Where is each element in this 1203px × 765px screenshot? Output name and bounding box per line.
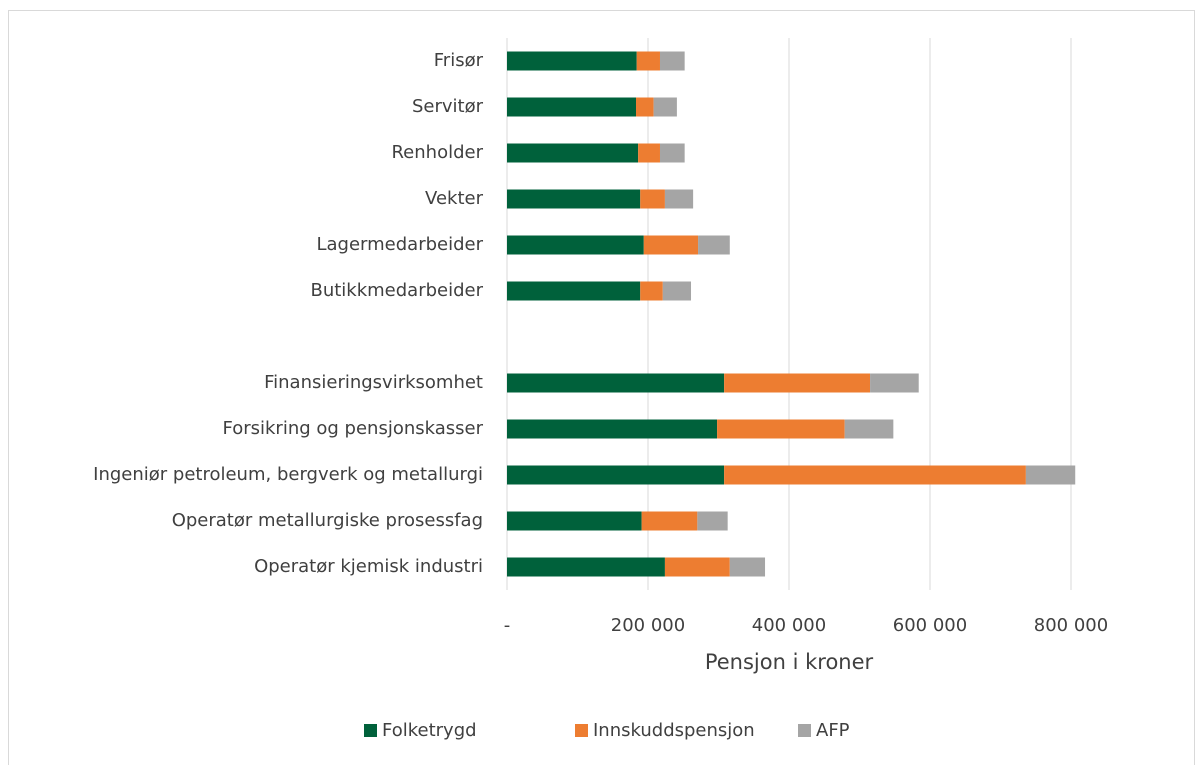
bar-segment (653, 97, 677, 117)
x-tick-label: 800 000 (1034, 615, 1108, 636)
bar-segment (643, 235, 699, 255)
bar-segment (507, 373, 725, 393)
bar-segment (724, 465, 1026, 485)
y-tick-label: Operatør metallurgiske prosessfag (172, 510, 483, 531)
y-tick-label: Butikkmedarbeider (310, 280, 483, 301)
bar-segment (664, 189, 694, 209)
bar-segment (664, 557, 730, 577)
bar-segment (1025, 465, 1076, 485)
bar-segment (662, 281, 692, 301)
legend-label: Innskuddspensjon (593, 720, 755, 741)
bar-segment (507, 97, 637, 117)
x-tick-label: 200 000 (611, 615, 685, 636)
legend-label: Folketrygd (382, 720, 477, 741)
bar-segment (636, 97, 654, 117)
y-tick-label: Forsikring og pensjonskasser (223, 418, 484, 439)
bar-segment (507, 51, 637, 71)
y-tick-label: Lagermedarbeider (316, 234, 483, 255)
bar-segment (507, 419, 718, 439)
bar-segment (640, 281, 663, 301)
bar-segment (641, 511, 698, 531)
bar-segment (724, 373, 871, 393)
bar-segment (659, 51, 685, 71)
bar-segment (698, 235, 730, 255)
bar-segment (507, 281, 641, 301)
legend-swatch (575, 724, 588, 737)
y-tick-label: Operatør kjemisk industri (254, 556, 483, 577)
bar-segment (636, 51, 660, 71)
x-tick-label: - (504, 615, 511, 636)
bar-segment (844, 419, 894, 439)
bar-segment (507, 235, 644, 255)
x-tick-label: 400 000 (752, 615, 826, 636)
y-tick-label: Frisør (434, 50, 484, 71)
bar-segment (507, 143, 639, 163)
x-tick-label: 600 000 (893, 615, 967, 636)
bar-segment (507, 189, 641, 209)
y-tick-label: Renholder (391, 142, 483, 163)
y-tick-label: Vekter (425, 188, 484, 209)
y-tick-label: Ingeniør petroleum, bergverk og metallur… (93, 464, 483, 485)
bar-segment (729, 557, 766, 577)
bar-segment (870, 373, 919, 393)
bar-segment (638, 143, 660, 163)
bar-segment (507, 465, 725, 485)
legend-swatch (364, 724, 377, 737)
y-tick-label: Finansieringsvirksomhet (264, 372, 483, 393)
bar-segment (640, 189, 665, 209)
legend-label: AFP (816, 720, 850, 741)
bar-segment (507, 511, 642, 531)
bar-segment (659, 143, 685, 163)
bar-segment (717, 419, 845, 439)
y-tick-label: Servitør (412, 96, 484, 117)
x-axis-title: Pensjon i kroner (705, 650, 874, 674)
bar-segment (697, 511, 728, 531)
bar-segment (507, 557, 665, 577)
chart-border (8, 10, 1195, 765)
legend-swatch (798, 724, 811, 737)
